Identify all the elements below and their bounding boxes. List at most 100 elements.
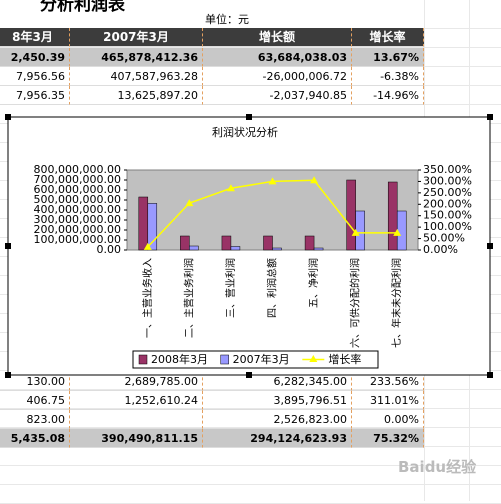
x-tick-label: 二、主营业务利润 [182,258,195,338]
line-marker [351,228,360,236]
legend-label: 2007年3月 [233,352,290,366]
y-tick-label: 100,000,000.00 [34,233,121,246]
cell[interactable]: 13,625,897.20 [70,86,203,105]
cell[interactable]: 5,435.08 [0,429,70,448]
resize-handle[interactable] [246,372,252,378]
cell[interactable]: 增长率 [352,28,424,47]
resize-handle[interactable] [487,114,493,120]
cell[interactable]: 407,587,963.28 [70,67,203,86]
bar [304,235,315,251]
cell[interactable]: 3,895,796.51 [203,391,352,410]
bar [138,196,149,251]
line-marker [226,184,235,192]
y-tick-label: 600,000,000.00 [34,183,121,196]
unit-label: 单位：元 [205,13,249,26]
cell[interactable]: 823.00 [0,410,70,429]
cell[interactable]: -26,000,006.72 [203,67,352,86]
resize-handle[interactable] [487,372,493,378]
row-line [0,427,501,428]
row-line [0,47,501,48]
cell[interactable] [70,410,203,429]
cell[interactable]: -6.38% [352,67,424,86]
bar [230,246,241,251]
legend-swatch [138,354,148,365]
line-marker [268,177,277,185]
y2-tick-label: 150.00% [423,209,472,222]
y2-tick-label: 300.00% [423,174,472,187]
bar [346,179,356,251]
cell[interactable]: 75.32% [352,429,424,448]
resize-handle[interactable] [5,243,11,249]
y2-tick-label: 100.00% [423,220,472,233]
y2-tick-label: 0.00% [423,243,458,256]
cell[interactable]: 增长额 [203,28,352,47]
bar [180,235,190,251]
cell[interactable]: 406.75 [0,391,70,410]
legend-swatch [220,354,229,365]
line-marker [393,228,402,236]
line-marker [143,242,152,250]
row-line [0,484,501,485]
cell[interactable]: 7,956.56 [0,67,70,86]
bar [387,181,398,251]
x-tick-label: 三、营业利润 [224,258,237,318]
bar [396,210,407,251]
cell[interactable]: 8年3月 [0,28,70,47]
y-tick-label: 0.00 [97,243,122,256]
x-tick-label: 一、主营业务收入 [141,258,154,338]
cell[interactable]: -14.96% [352,86,424,105]
resize-handle[interactable] [5,372,11,378]
y2-tick-label: 200.00% [423,197,472,210]
legend-swatch [309,355,318,362]
cell[interactable]: 233.56% [352,372,424,391]
sheet-title: 分析利润表 [40,0,125,15]
x-tick-label: 六、可供分配的利润 [349,258,362,348]
bar [221,235,232,251]
y-tick-label: 700,000,000.00 [34,173,121,186]
cell[interactable]: 2,450.39 [0,48,70,67]
cell[interactable]: 7,956.35 [0,86,70,105]
legend-label: 增长率 [328,352,361,366]
line-marker [185,199,194,207]
cell[interactable]: 311.01% [352,391,424,410]
x-tick-label: 七、年末未分配利润 [390,258,403,348]
legend-label: 2008年3月 [151,352,208,366]
cell[interactable]: 2,526,823.00 [203,410,352,429]
bar [147,203,158,251]
y-tick-label: 500,000,000.00 [34,193,121,206]
resize-handle[interactable] [246,114,252,120]
cell[interactable]: 6,282,345.00 [203,372,352,391]
bar [263,235,273,251]
row-line [0,465,501,466]
row-line [0,389,501,390]
cell[interactable]: 2,689,785.00 [70,372,203,391]
y-tick-label: 200,000,000.00 [34,223,121,236]
cell[interactable]: -2,037,940.85 [203,86,352,105]
bar [189,245,199,251]
chart-title: 利润状况分析 [212,125,278,139]
y2-tick-label: 250.00% [423,186,472,199]
cell[interactable]: 13.67% [352,48,424,67]
bar [355,210,365,251]
cell[interactable]: 0.00% [352,410,424,429]
bar [313,247,324,251]
y2-tick-label: 50.00% [423,232,465,245]
y-tick-label: 400,000,000.00 [34,203,121,216]
cell[interactable]: 2007年3月 [70,28,203,47]
y-tick-label: 800,000,000.00 [34,163,121,176]
y-tick-label: 300,000,000.00 [34,213,121,226]
resize-handle[interactable] [5,114,11,120]
cell[interactable]: 465,878,412.36 [70,48,203,67]
resize-handle[interactable] [487,243,493,249]
cell[interactable]: 63,684,038.03 [203,48,352,67]
watermark: Baidu经验 [398,458,477,476]
y2-tick-label: 350.00% [423,163,472,176]
cell[interactable]: 390,490,811.15 [70,429,203,448]
x-tick-label: 五、净利润 [307,258,320,308]
bar [272,247,282,251]
cell[interactable]: 294,124,623.93 [203,429,352,448]
cell[interactable]: 1,252,610.24 [70,391,203,410]
x-tick-label: 四、利润总额 [266,258,279,318]
cell[interactable]: 130.00 [0,372,70,391]
